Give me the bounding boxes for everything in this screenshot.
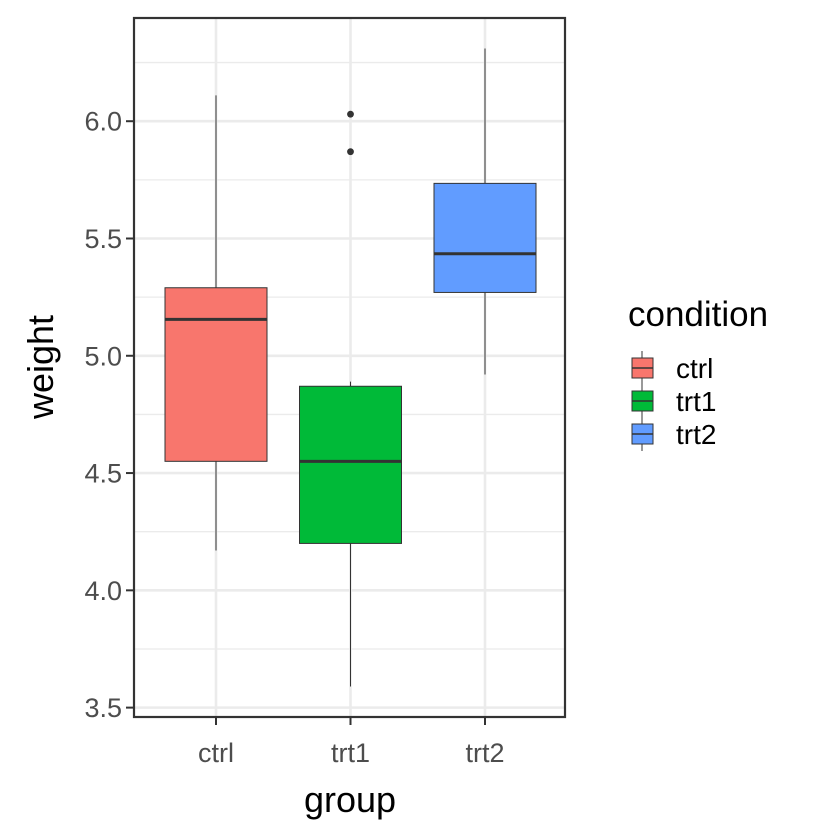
outlier-point — [347, 148, 354, 156]
legend-label: ctrl — [676, 353, 713, 384]
x-axis-title: group — [304, 779, 396, 820]
y-tick-label: 5.0 — [84, 341, 122, 371]
legend-item-trt1: trt1 — [631, 384, 716, 418]
y-tick-label: 3.5 — [84, 693, 122, 723]
box-trt2 — [433, 48, 537, 375]
box-body — [299, 385, 402, 544]
legend-label: trt1 — [676, 386, 716, 417]
box-body — [433, 182, 537, 293]
x-tick-label: trt1 — [331, 738, 370, 768]
x-tick-label: ctrl — [198, 738, 234, 768]
legend-item-trt2: trt2 — [631, 417, 716, 451]
y-tick-label: 6.0 — [84, 107, 122, 137]
y-tick-label: 4.5 — [84, 459, 122, 489]
legend-item-ctrl: ctrl — [631, 351, 713, 385]
legend-title: condition — [628, 295, 768, 334]
y-tick-label: 5.5 — [84, 224, 122, 254]
outlier-point — [347, 110, 354, 118]
box-series — [164, 48, 537, 687]
x-tick-label: trt2 — [465, 738, 504, 768]
y-tick-label: 4.0 — [84, 576, 122, 606]
axes: 3.5 4.0 4.5 5.0 5.5 6.0 ctrl trt1 trt2 — [84, 107, 504, 768]
y-axis-title: weight — [20, 315, 61, 420]
box-ctrl — [164, 95, 268, 551]
box-body — [164, 287, 268, 462]
legend-label: trt2 — [676, 419, 716, 450]
box-trt1 — [299, 110, 402, 687]
